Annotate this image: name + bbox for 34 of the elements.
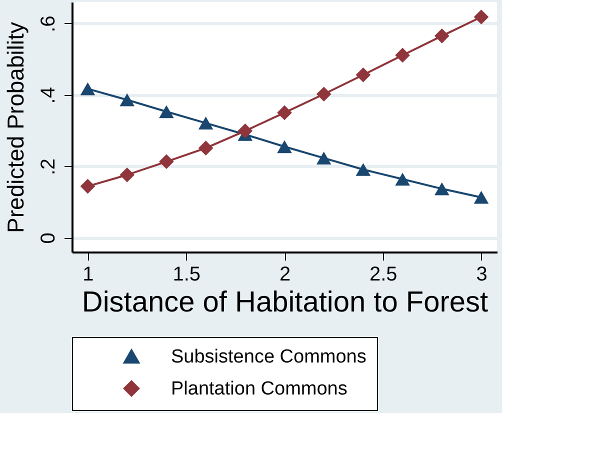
x-tick-label: 1.5 [172,264,201,286]
legend-label: Plantation Commons [171,378,348,400]
point [316,152,332,164]
point [434,182,450,196]
point [395,48,410,63]
point [80,82,96,96]
point [277,105,292,120]
legend-label: Subsistence Commons [171,346,366,368]
point [474,190,489,204]
point [316,86,332,102]
y-tick-label: .6 [38,16,60,32]
point [120,93,135,106]
point [159,154,174,170]
x-tick-label: 3 [476,264,488,286]
point [356,67,371,82]
point [159,105,174,118]
x-tick-label: 2 [279,264,291,286]
point [434,28,450,44]
point [198,140,214,156]
point [238,124,253,138]
point [356,163,371,176]
x-tick-label: 1 [82,264,94,286]
point [277,140,292,154]
point [198,116,214,130]
y-tick-label: .4 [38,87,60,104]
point [120,167,135,182]
point [80,178,96,194]
y-axis-title: Predicted Probability [2,22,28,233]
point [395,172,410,186]
y-tick-label: .2 [38,158,60,176]
point [474,10,489,24]
x-tick-label: 2.5 [369,264,398,286]
y-tick-label: 0 [38,232,60,244]
x-axis-title: Distance of Habitation to Forest [82,286,488,318]
